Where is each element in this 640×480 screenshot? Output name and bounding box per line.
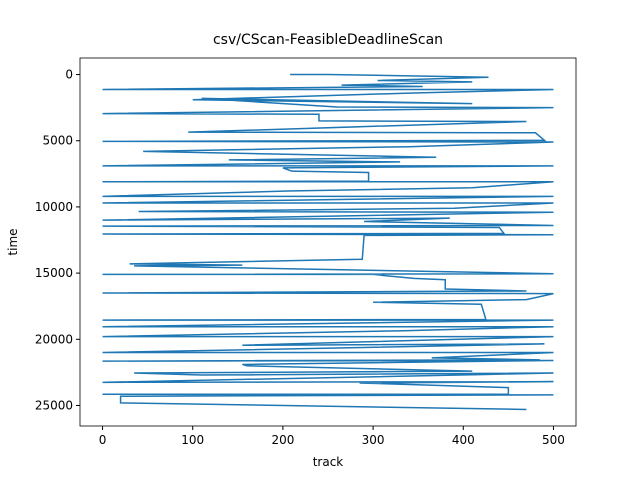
x-axis-label: track <box>313 455 344 469</box>
x-tick-label: 400 <box>452 433 475 447</box>
x-tick-label: 300 <box>362 433 385 447</box>
y-tick-label: 25000 <box>35 398 73 412</box>
x-tick-label: 100 <box>181 433 204 447</box>
x-tick-label: 500 <box>542 433 565 447</box>
x-tick-label: 200 <box>271 433 294 447</box>
y-tick-label: 20000 <box>35 332 73 346</box>
y-tick-label: 15000 <box>35 266 73 280</box>
data-line <box>102 73 554 411</box>
x-tick-label: 0 <box>99 433 107 447</box>
y-axis-label: time <box>6 228 20 255</box>
y-tick-label: 5000 <box>42 134 73 148</box>
y-tick-label: 0 <box>65 68 73 82</box>
chart-title: csv/CScan-FeasibleDeadlineScan <box>213 32 443 48</box>
y-tick-label: 10000 <box>35 200 73 214</box>
plot-frame <box>79 57 577 427</box>
